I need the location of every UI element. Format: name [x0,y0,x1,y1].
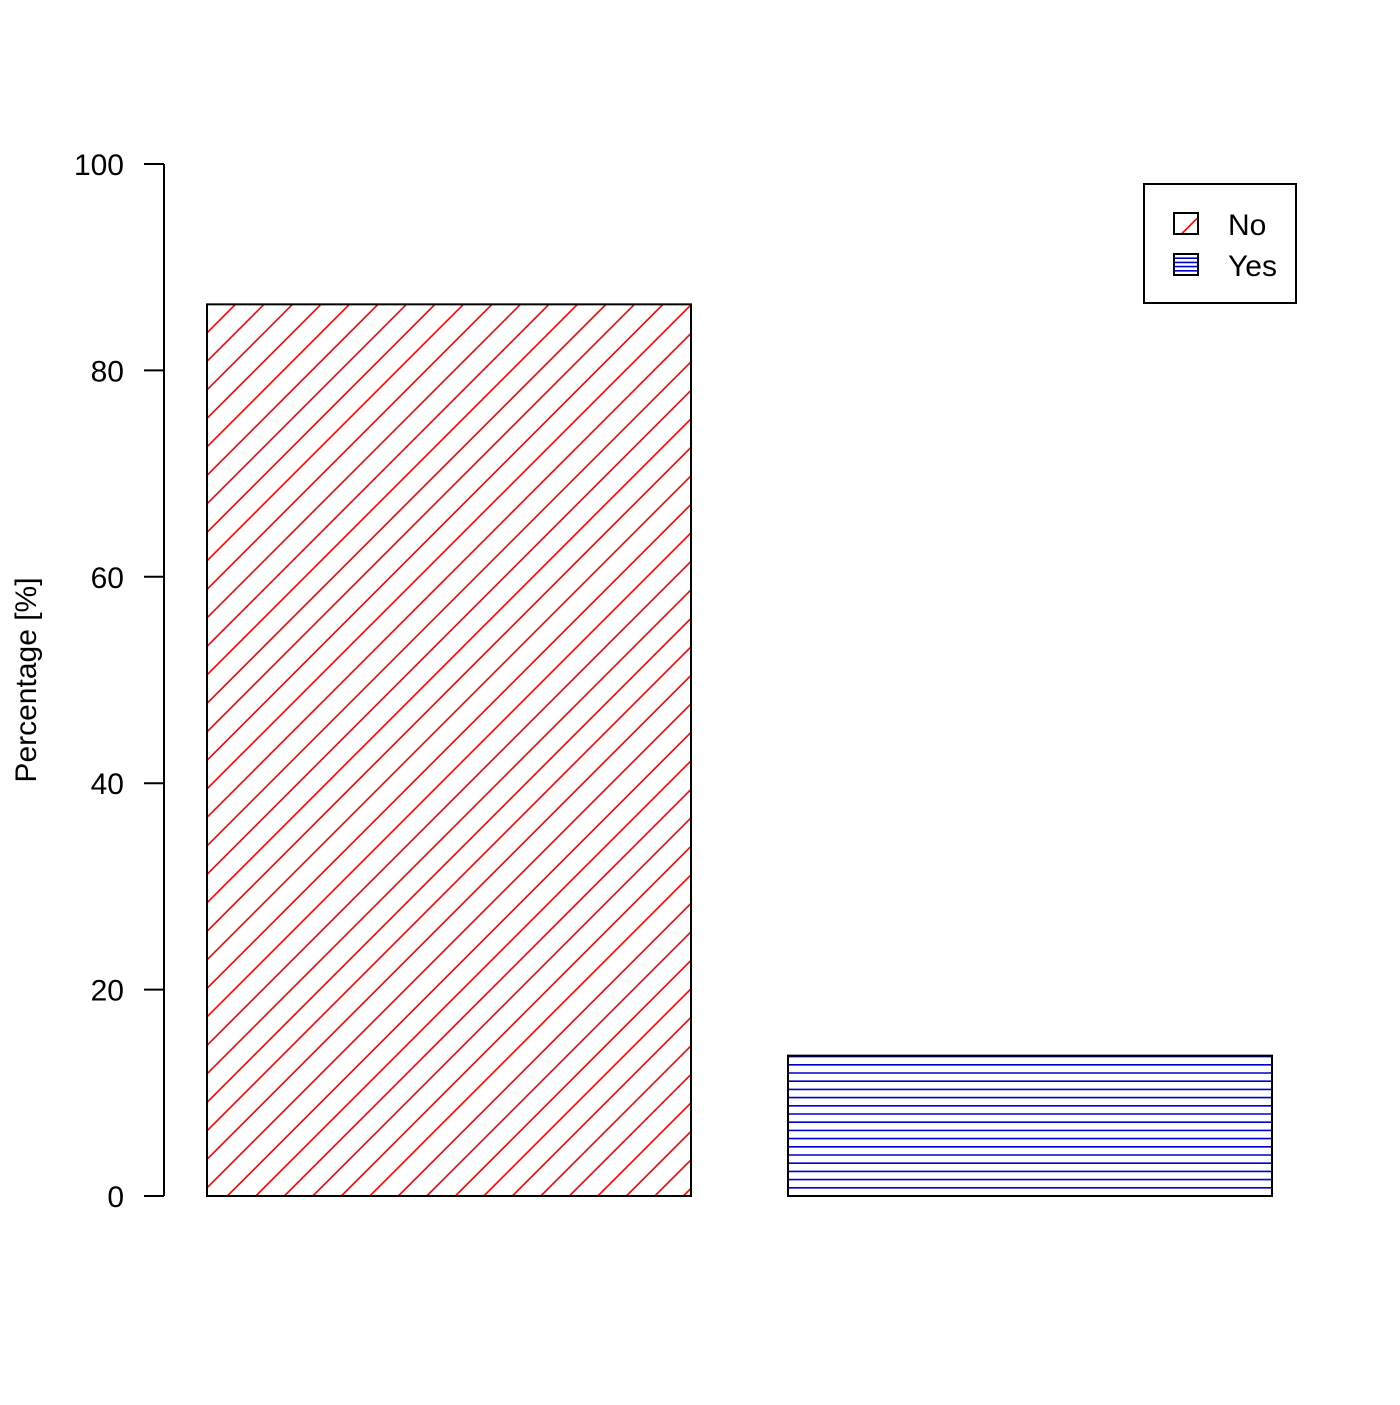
y-tick-label: 80 [91,355,124,388]
hatch-line [226,731,691,1196]
y-tick-label: 20 [91,975,124,1008]
legend-item-no: No [1173,209,1266,242]
hatch-line [207,531,691,1018]
hatch-line [1339,304,1400,1196]
hatch-line [654,1158,691,1196]
hatch-line [968,304,1400,1196]
legend-swatch [1173,212,1199,235]
hatch-line [207,304,691,790]
hatch-line [207,304,379,477]
legend-swatch [1173,253,1199,276]
hatch-line [712,304,1400,1196]
y-tick-label: 100 [74,149,124,182]
hatch-line [207,474,691,961]
bars [206,303,1400,1197]
hatch-line [940,304,1400,1196]
hatch-line [1253,304,1400,1196]
hatch-line [207,446,691,933]
hatch-line [1111,304,1400,1196]
hatch-line [1168,304,1400,1196]
hatch-line [207,304,550,648]
hatch-line [283,788,691,1196]
hatch-line [207,304,607,705]
hatch-line [826,304,1400,1196]
hatch-line [207,702,691,1189]
hatch-line [207,617,691,1104]
hatch-line [207,332,691,819]
hatch-line [1025,304,1400,1196]
hatch-line [1054,304,1400,1196]
hatch-line [207,304,294,391]
bar-no [206,303,1400,1197]
legend: No Yes [1143,183,1297,304]
hatch-line [207,503,691,990]
hatch-line [207,674,691,1161]
hatch-line [207,360,691,847]
hatch-line [1196,304,1400,1196]
legend-swatch-pattern [1174,213,1198,234]
y-tick-label: 60 [91,562,124,595]
hatch-line [207,304,351,448]
hatch-line [1310,304,1400,1196]
y-axis: 0 20 40 60 80 100 [74,149,165,1214]
bar-outline [206,303,692,1197]
hatch-line [207,304,493,591]
hatch-line [207,417,691,904]
hatch-line [1225,304,1400,1196]
hatch-line [207,389,691,876]
legend-label: Yes [1228,250,1277,283]
hatch-line [1396,304,1400,1196]
y-axis-label: Percentage [%] [10,577,43,782]
hatch-line [369,873,691,1196]
hatch-line [568,1073,691,1196]
hatch-line [483,987,691,1196]
legend-swatch-pattern [1174,254,1198,272]
y-tick-label: 0 [107,1181,124,1214]
bar-fill-pattern [788,1055,1272,1189]
hatch-line [207,304,522,619]
hatch-line [207,304,465,562]
hatch-line [207,304,664,762]
hatch-line [207,588,691,1075]
y-tick-label: 40 [91,768,124,801]
hatch-line [397,902,691,1196]
hatch-line [207,304,636,733]
bar-fill-pattern [207,304,1400,1196]
hatch-line [426,930,691,1196]
hatch-line [1139,304,1400,1196]
hatch-line [207,304,408,505]
hatch-line [1082,304,1400,1196]
hatch-line [911,304,1400,1196]
hatch-line [255,759,691,1196]
hatch-line [883,304,1400,1196]
hatch-line [682,1187,691,1196]
legend-label: No [1228,209,1266,242]
hatch-line [312,816,691,1196]
bar-yes [787,1054,1273,1197]
hatch-line [207,560,691,1047]
hatch-line [540,1044,691,1196]
hatch-line [207,304,579,676]
hatch-line [597,1101,691,1196]
hatch-line [769,304,1400,1196]
hatch-line [207,645,691,1132]
hatch-line [797,304,1400,1196]
hatch-line [625,1130,691,1196]
hatch-line [1282,304,1400,1196]
bar-outline [787,1054,1273,1197]
hatch-line [1367,304,1400,1196]
hatch-line [997,304,1400,1196]
legend-item-yes: Yes [1173,250,1277,283]
legend-box [1143,183,1297,304]
hatch-line [1180,216,1198,234]
hatch-line [854,304,1400,1196]
hatch-line [207,304,436,534]
hatch-line [340,845,691,1196]
hatch-line [511,1016,691,1196]
hatch-line [740,304,1400,1196]
hatch-line [454,959,691,1196]
